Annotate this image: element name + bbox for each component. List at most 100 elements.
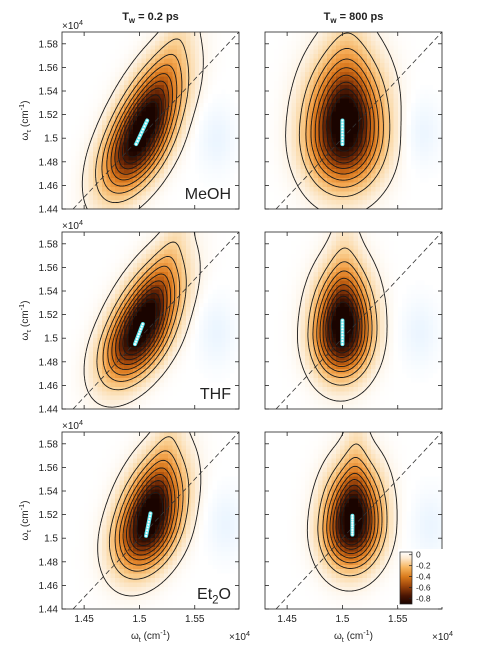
- cls-point: [341, 325, 344, 328]
- y-tick-label: 1.52: [39, 110, 59, 121]
- axes-frame: [61, 231, 240, 410]
- y-tick-label: 1.52: [39, 310, 59, 321]
- panel-r3-c1: 1.45 1.5 1.55 1.44 1.46 1.48 1.5 1.52 1.54 1.56 1.…: [17, 418, 250, 644]
- axes-frame: [264, 431, 443, 610]
- y-tick-label: 1.5: [44, 334, 58, 345]
- x-tick-label: 1.45: [277, 614, 297, 625]
- cls-point: [136, 335, 140, 338]
- y-tick-label: 1.46: [39, 581, 59, 592]
- cls-point: [341, 331, 344, 334]
- x-axis-label: ωt (cm-1): [334, 628, 373, 644]
- cls-point: [341, 328, 344, 331]
- axes-frame: [264, 231, 443, 410]
- cls-point: [134, 340, 138, 343]
- contour-lines: [83, 232, 201, 408]
- axes-frame: [61, 431, 240, 610]
- contour-lines: [81, 32, 204, 209]
- cls-point: [341, 125, 344, 128]
- cls-point: [139, 327, 142, 331]
- cls-point: [341, 334, 344, 337]
- cls-point: [341, 343, 344, 346]
- panel-r1-c1: 1.44 1.46 1.48 1.5 1.52 1.54 1.56 1.58×104 ωτ (c…: [17, 18, 240, 216]
- panel-r2-c2: [264, 231, 443, 410]
- diagonal-line: [275, 232, 442, 409]
- solvent-label: MeOH: [185, 186, 231, 203]
- colorbar-tick-label: -0.4: [416, 572, 431, 582]
- cls-point: [351, 524, 354, 527]
- cls-point: [351, 521, 354, 524]
- y-tick-label: 1.54: [39, 87, 59, 98]
- x-tick-label: 1.55: [388, 614, 408, 625]
- y-tick-label: 1.48: [39, 357, 59, 368]
- cls-point: [351, 533, 354, 536]
- contour-lines: [306, 432, 398, 592]
- colorbar-tick-label: 0: [416, 550, 421, 560]
- panel-r3-c2: 1.45 1.5 1.55 ×104 ωt (cm-1): [264, 431, 453, 644]
- cls-point: [144, 122, 147, 125]
- contour-lines: [285, 32, 402, 209]
- cls-point: [139, 134, 142, 137]
- cls-point: [138, 330, 141, 333]
- cls-point: [146, 526, 149, 529]
- cls-point: [146, 529, 149, 532]
- cls-point: [141, 322, 144, 326]
- y-tick-label: 1.5: [44, 534, 58, 545]
- cls-point: [146, 119, 149, 122]
- cls-point: [341, 122, 344, 125]
- cls-point: [341, 140, 344, 143]
- y-tick-label: 1.58: [39, 439, 59, 450]
- cls-point: [141, 128, 145, 131]
- heatmap-cells: [265, 232, 442, 409]
- column-title: Tw = 0.2 ps: [122, 11, 179, 25]
- y-tick-label: 1.44: [39, 405, 59, 416]
- x-tick-label: 1.55: [185, 614, 205, 625]
- cls-point: [341, 340, 344, 343]
- y-axis-label: ωτ (cm-1): [17, 301, 33, 341]
- colorbar-tick-label: -0.6: [416, 583, 431, 593]
- y-tick-label: 1.44: [39, 205, 59, 216]
- y-tick-label: 1.54: [39, 287, 59, 298]
- y-tick-label: 1.5: [44, 134, 58, 145]
- x-multiplier-label: ×104: [229, 629, 250, 643]
- cls-point: [147, 520, 150, 523]
- cls-point: [341, 119, 344, 122]
- y-tick-label: 1.56: [39, 263, 59, 274]
- cls-point: [341, 137, 344, 140]
- cls-point: [341, 319, 344, 322]
- cls-point: [148, 517, 151, 521]
- cls-point: [351, 514, 354, 517]
- cls-point: [351, 528, 354, 532]
- labels-group: Tw = 0.2 ps Tw = 800 ps 0-0.2-0.4-0.6-0.8: [122, 11, 464, 607]
- cls-point: [351, 526, 354, 529]
- cls-point: [351, 531, 354, 534]
- solvent-label: Et2O: [197, 586, 231, 606]
- cls-point: [149, 512, 152, 515]
- cls-point: [341, 143, 344, 146]
- cls-point: [341, 128, 344, 131]
- y-tick-label: 1.52: [39, 510, 59, 521]
- y-tick-label: 1.48: [39, 557, 59, 568]
- panel-r1-c2: [264, 31, 443, 210]
- y-multiplier-label: ×104: [62, 218, 83, 232]
- diagonal-line: [275, 32, 442, 209]
- colorbar: 0-0.2-0.4-0.6-0.8: [398, 549, 464, 607]
- x-axis-label: ωt (cm-1): [131, 628, 170, 644]
- heatmap-cells: [62, 32, 239, 209]
- colorbar-tick-label: -0.8: [416, 594, 431, 604]
- y-tick-label: 1.44: [39, 605, 59, 616]
- y-axis-label: ωτ (cm-1): [17, 101, 33, 141]
- y-multiplier-label: ×104: [62, 418, 83, 432]
- panel-r2-c1: 1.44 1.46 1.48 1.5 1.52 1.54 1.56 1.58×104 ωτ (c…: [17, 218, 240, 416]
- cls-point: [140, 325, 143, 328]
- y-axis-label: ωτ (cm-1): [17, 501, 33, 541]
- axes-frame: [61, 31, 240, 210]
- y-tick-label: 1.48: [39, 157, 59, 168]
- cls-point: [135, 143, 138, 146]
- cls-point: [341, 134, 344, 137]
- y-tick-label: 1.56: [39, 63, 59, 74]
- cls-point: [341, 337, 344, 340]
- x-multiplier-label: ×104: [432, 629, 453, 643]
- cls-point: [351, 519, 354, 522]
- cls-point: [140, 131, 143, 134]
- y-multiplier-label: ×104: [62, 18, 83, 32]
